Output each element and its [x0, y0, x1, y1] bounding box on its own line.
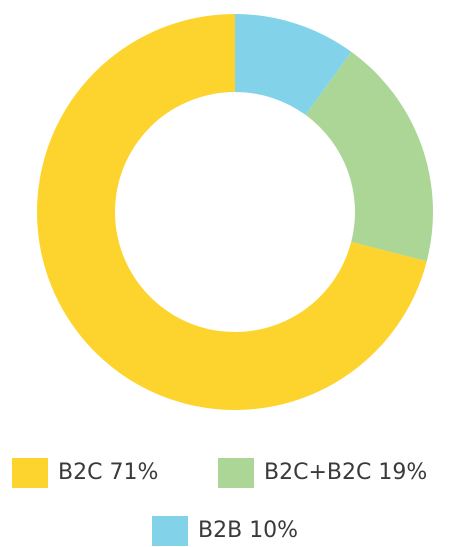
donut-segment [305, 51, 434, 262]
legend-swatch [218, 458, 254, 488]
legend-name: B2B [198, 518, 242, 543]
legend-label: B2C+B2C 19% [264, 460, 427, 485]
legend-value: 71% [109, 460, 158, 485]
donut-segment [37, 14, 427, 410]
legend-label: B2B 10% [198, 518, 298, 543]
legend-swatch [152, 516, 188, 546]
donut-segment [235, 14, 352, 115]
legend-label: B2C 71% [58, 460, 158, 485]
legend-name: B2C+B2C [264, 460, 371, 485]
legend-value: 10% [249, 518, 298, 543]
legend-swatch [12, 458, 48, 488]
legend-value: 19% [378, 460, 427, 485]
legend-name: B2C [58, 460, 102, 485]
